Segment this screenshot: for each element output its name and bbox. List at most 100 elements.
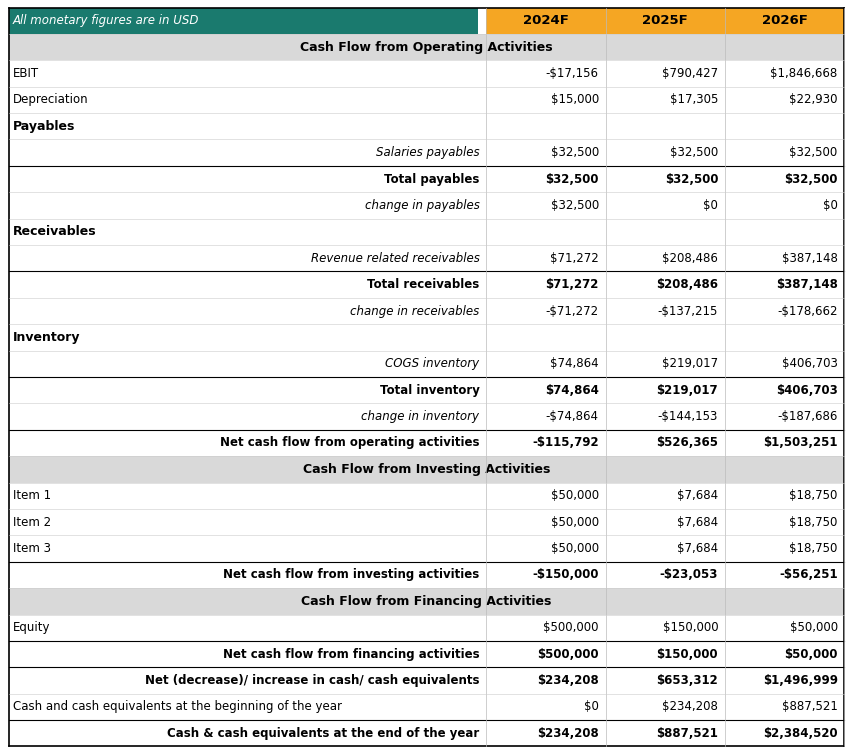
Text: All monetary figures are in USD: All monetary figures are in USD [13, 14, 199, 27]
Text: Item 2: Item 2 [13, 516, 51, 529]
Text: Net (decrease)/ increase in cash/ cash equivalents: Net (decrease)/ increase in cash/ cash e… [145, 674, 479, 687]
Bar [9, 403, 843, 430]
Text: $18,750: $18,750 [788, 489, 837, 502]
Text: -$150,000: -$150,000 [532, 569, 598, 581]
Text: $406,703: $406,703 [775, 384, 837, 397]
Text: $17,305: $17,305 [669, 93, 717, 106]
Text: $2,384,520: $2,384,520 [763, 727, 837, 740]
Text: $406,703: $406,703 [780, 357, 837, 370]
Text: change in inventory: change in inventory [361, 410, 479, 423]
Text: $208,486: $208,486 [655, 278, 717, 291]
Text: -$74,864: -$74,864 [545, 410, 598, 423]
Text: Inventory: Inventory [13, 331, 80, 344]
Bar [9, 245, 843, 271]
Text: Cash Flow from Operating Activities: Cash Flow from Operating Activities [300, 41, 552, 54]
Text: COGS inventory: COGS inventory [385, 357, 479, 370]
Text: $18,750: $18,750 [788, 516, 837, 529]
Text: $526,365: $526,365 [655, 437, 717, 449]
Text: $1,503,251: $1,503,251 [763, 437, 837, 449]
Text: Net cash flow from operating activities: Net cash flow from operating activities [220, 437, 479, 449]
Text: $387,148: $387,148 [780, 252, 837, 265]
Text: -$178,662: -$178,662 [776, 305, 837, 317]
Text: $32,500: $32,500 [664, 173, 717, 185]
Text: $219,017: $219,017 [661, 357, 717, 370]
Bar [9, 60, 843, 87]
Text: $234,208: $234,208 [537, 674, 598, 687]
Bar [9, 535, 843, 562]
Bar [9, 456, 843, 483]
Bar [9, 720, 843, 746]
Text: -$71,272: -$71,272 [545, 305, 598, 317]
Bar [724, 8, 843, 34]
Text: $32,500: $32,500 [550, 146, 598, 159]
Text: Cash & cash equivalents at the end of the year: Cash & cash equivalents at the end of th… [167, 727, 479, 740]
Text: Net cash flow from financing activities: Net cash flow from financing activities [222, 648, 479, 661]
Bar [9, 298, 843, 324]
Text: 2026F: 2026F [761, 14, 807, 27]
Text: Revenue related receivables: Revenue related receivables [310, 252, 479, 265]
Text: change in payables: change in payables [364, 199, 479, 212]
Bar [9, 324, 843, 351]
Text: $790,427: $790,427 [661, 67, 717, 80]
Text: $150,000: $150,000 [662, 621, 717, 634]
Text: $74,864: $74,864 [544, 384, 598, 397]
Text: $71,272: $71,272 [544, 278, 598, 291]
Bar [9, 509, 843, 535]
Text: $71,272: $71,272 [550, 252, 598, 265]
Bar [486, 8, 605, 34]
Text: $208,486: $208,486 [661, 252, 717, 265]
Text: Total payables: Total payables [383, 173, 479, 185]
Text: $7,684: $7,684 [676, 542, 717, 555]
Text: $387,148: $387,148 [774, 278, 837, 291]
Text: $887,521: $887,521 [655, 727, 717, 740]
Text: $50,000: $50,000 [789, 621, 837, 634]
Text: $0: $0 [822, 199, 837, 212]
Text: $50,000: $50,000 [550, 516, 598, 529]
Text: $7,684: $7,684 [676, 489, 717, 502]
Text: Depreciation: Depreciation [13, 93, 89, 106]
Bar [9, 430, 843, 456]
Bar [9, 615, 843, 641]
Text: Item 3: Item 3 [13, 542, 51, 555]
Text: Total inventory: Total inventory [379, 384, 479, 397]
Text: $1,846,668: $1,846,668 [769, 67, 837, 80]
Text: $32,500: $32,500 [669, 146, 717, 159]
Text: $74,864: $74,864 [550, 357, 598, 370]
Text: Item 1: Item 1 [13, 489, 51, 502]
Bar [9, 192, 843, 219]
Bar [9, 271, 843, 298]
Text: $500,000: $500,000 [543, 621, 598, 634]
Text: -$56,251: -$56,251 [778, 569, 837, 581]
Text: $22,930: $22,930 [788, 93, 837, 106]
Text: Cash Flow from Financing Activities: Cash Flow from Financing Activities [301, 595, 551, 608]
Text: $32,500: $32,500 [783, 173, 837, 185]
Text: $15,000: $15,000 [550, 93, 598, 106]
Bar [9, 8, 477, 34]
Bar [9, 351, 843, 377]
Bar [9, 113, 843, 139]
Text: -$187,686: -$187,686 [776, 410, 837, 423]
Text: -$23,053: -$23,053 [659, 569, 717, 581]
Text: $219,017: $219,017 [656, 384, 717, 397]
Text: -$137,215: -$137,215 [657, 305, 717, 317]
Text: $500,000: $500,000 [537, 648, 598, 661]
Text: -$144,153: -$144,153 [657, 410, 717, 423]
Text: Total receivables: Total receivables [366, 278, 479, 291]
Text: Payables: Payables [13, 120, 75, 133]
Text: $50,000: $50,000 [550, 489, 598, 502]
Text: $150,000: $150,000 [656, 648, 717, 661]
Text: $32,500: $32,500 [788, 146, 837, 159]
Text: $887,521: $887,521 [780, 700, 837, 713]
Text: -$115,792: -$115,792 [532, 437, 598, 449]
Bar [9, 34, 843, 60]
Text: 2025F: 2025F [642, 14, 688, 27]
Bar [9, 166, 843, 192]
Text: EBIT: EBIT [13, 67, 39, 80]
Text: Salaries payables: Salaries payables [376, 146, 479, 159]
Text: $0: $0 [703, 199, 717, 212]
Bar [9, 562, 843, 588]
Text: $50,000: $50,000 [550, 542, 598, 555]
Text: Cash and cash equivalents at the beginning of the year: Cash and cash equivalents at the beginni… [13, 700, 342, 713]
Bar [9, 219, 843, 245]
Text: Equity: Equity [13, 621, 50, 634]
